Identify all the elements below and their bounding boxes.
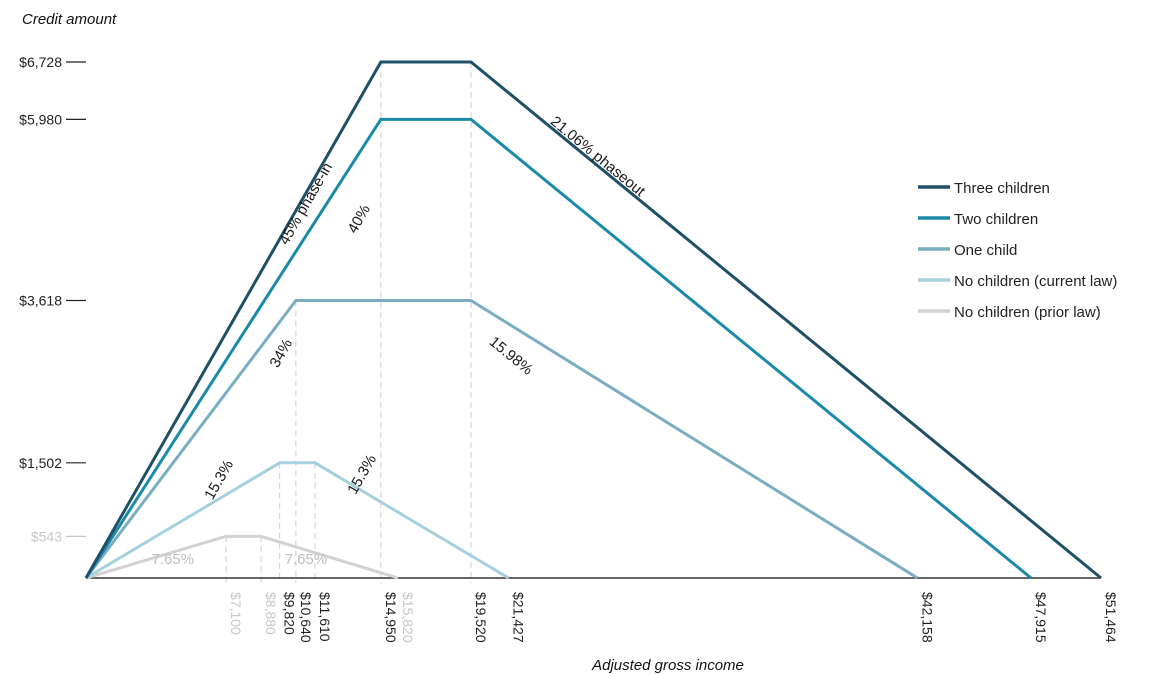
legend-label: No children (prior law) — [954, 304, 1101, 321]
x-tick-label: $19,520 — [473, 592, 489, 643]
series-line — [84, 299, 919, 580]
slope-annotation: 15.3% — [344, 452, 380, 497]
slope-annotation: 7.65% — [152, 551, 195, 568]
legend: Three children Two children One child No ch… — [918, 180, 1117, 321]
slope-annotation: 40% — [344, 202, 374, 237]
x-tick-label: $21,427 — [511, 592, 527, 643]
slope-annotation: 15.98% — [486, 333, 536, 378]
x-tick-label: $47,915 — [1033, 592, 1049, 643]
slope-annotation: 15.3% — [201, 457, 237, 502]
x-tick-label: $42,158 — [919, 592, 935, 643]
x-tick-label: $11,610 — [317, 592, 333, 642]
y-tick-label: $6,728 — [19, 54, 62, 70]
legend-label: No children (current law) — [954, 273, 1117, 290]
series-lines — [84, 60, 1102, 580]
y-ticks: $543 $1,502 $3,618 $5,980 $6,728 — [19, 54, 86, 544]
x-tick-label: $9,820 — [282, 592, 298, 635]
x-tick-label: $15,820 — [400, 592, 416, 643]
slope-annotation: 7.65% — [285, 551, 328, 568]
x-tick-label: $10,640 — [298, 592, 314, 643]
x-tick-label: $7,100 — [228, 592, 244, 635]
series-line — [84, 60, 1102, 580]
x-tick-label: $14,950 — [383, 592, 399, 643]
slope-annotation: 21.06% phaseout — [547, 113, 649, 201]
guide-lines — [225, 62, 472, 583]
y-tick-label: $5,980 — [19, 111, 62, 127]
y-axis-title: Credit amount — [22, 11, 117, 28]
series-line — [84, 117, 1032, 580]
x-tick-label: $8,880 — [263, 592, 279, 635]
x-tick-label: $51,464 — [1103, 592, 1119, 643]
slope-annotation: 34% — [266, 336, 296, 371]
x-ticks: $7,100 $8,880 $9,820 $10,640 $11,610 $14,950 $… — [228, 592, 1119, 643]
y-tick-label: $3,618 — [19, 293, 62, 309]
legend-label: Two children — [954, 211, 1038, 228]
legend-label: Three children — [954, 180, 1050, 197]
series-line — [85, 534, 399, 580]
y-tick-label: $543 — [31, 528, 62, 544]
y-tick-label: $1,502 — [19, 455, 62, 471]
legend-label: One child — [954, 242, 1017, 259]
x-axis-title: Adjusted gross income — [591, 657, 744, 674]
series-line — [85, 461, 510, 580]
